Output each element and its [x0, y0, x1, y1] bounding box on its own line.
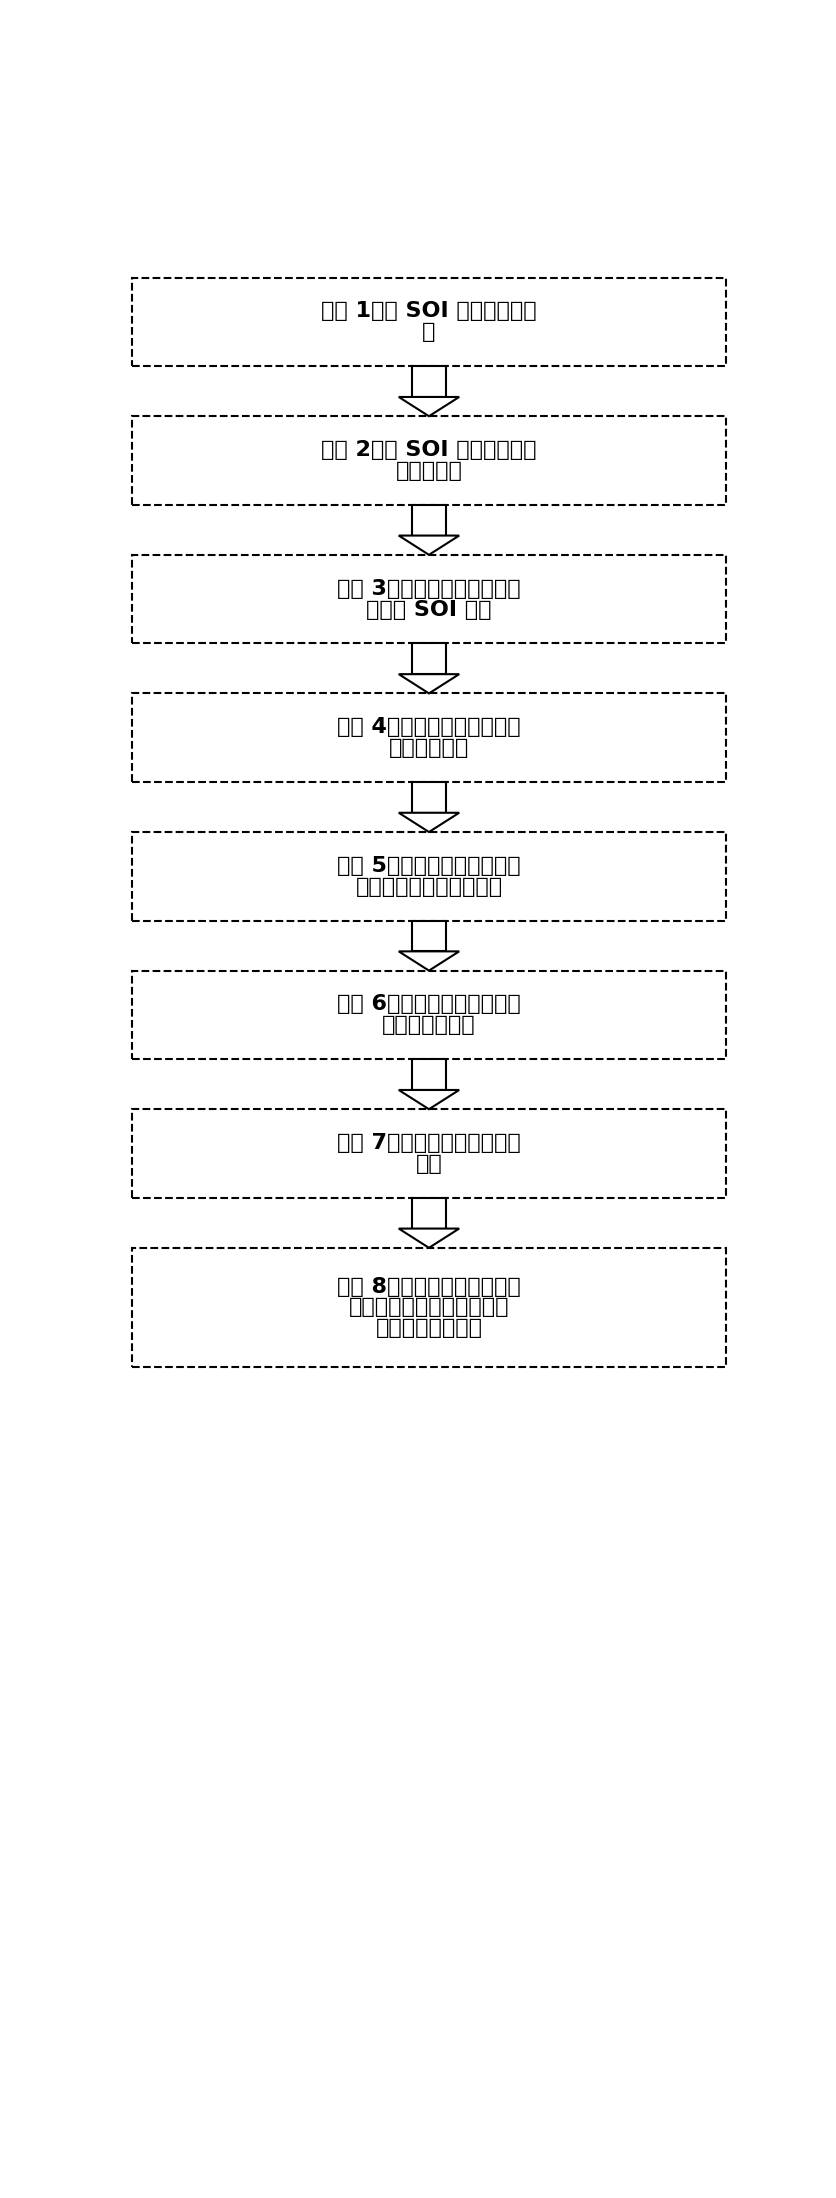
- Bar: [131, 972, 726, 1059]
- Text: 外延生长得到掩埋脊结构: 外延生长得到掩埋脊结构: [355, 877, 502, 897]
- Bar: [411, 644, 446, 675]
- Bar: [411, 921, 446, 952]
- Bar: [131, 1110, 726, 1198]
- Text: 步骤 7：减薄衬底制作背金属: 步骤 7：减薄衬底制作背金属: [337, 1132, 520, 1154]
- Text: 步骤 5：刻蚀形成脊形波导并: 步骤 5：刻蚀形成脊形波导并: [337, 855, 520, 875]
- Text: 导: 导: [422, 323, 435, 343]
- Bar: [131, 277, 726, 367]
- Polygon shape: [398, 536, 459, 554]
- Text: 步骤 2：在 SOI 片上制作石墨: 步骤 2：在 SOI 片上制作石墨: [321, 440, 536, 459]
- Text: 合前的 SOI 部分: 合前的 SOI 部分: [366, 600, 491, 620]
- Polygon shape: [398, 952, 459, 972]
- Bar: [411, 782, 446, 813]
- Bar: [131, 554, 726, 644]
- Text: 步骤 8：利用选区金属键合得: 步骤 8：利用选区金属键合得: [337, 1277, 520, 1297]
- Bar: [131, 692, 726, 782]
- Text: 步骤 4：在衬底上进行外延生: 步骤 4：在衬底上进行外延生: [337, 717, 520, 736]
- Polygon shape: [398, 398, 459, 415]
- Bar: [131, 415, 726, 506]
- Bar: [411, 367, 446, 398]
- Polygon shape: [398, 675, 459, 692]
- Text: 式硅基混合激光器: 式硅基混合激光器: [375, 1319, 482, 1339]
- Bar: [411, 506, 446, 536]
- Bar: [131, 833, 726, 921]
- Text: 烯选区光栅: 烯选区光栅: [395, 462, 461, 481]
- Text: 极和光耦合窗口: 极和光耦合窗口: [382, 1015, 475, 1035]
- Polygon shape: [398, 1090, 459, 1110]
- Text: 长得到外延片: 长得到外延片: [389, 739, 468, 758]
- Text: 到石墨烯增益耦合分布反馈: 到石墨烯增益耦合分布反馈: [349, 1297, 508, 1317]
- Bar: [411, 1059, 446, 1090]
- Polygon shape: [398, 1229, 459, 1248]
- Text: 步骤 1：在 SOI 片上制作硅波: 步骤 1：在 SOI 片上制作硅波: [321, 301, 536, 321]
- Text: 步骤 3：进行金属剥离得到键: 步骤 3：进行金属剥离得到键: [337, 578, 520, 598]
- Text: 电极: 电极: [415, 1154, 441, 1174]
- Bar: [131, 1248, 726, 1367]
- Text: 步骤 6：金属剥离形成金属电: 步骤 6：金属剥离形成金属电: [337, 993, 520, 1015]
- Bar: [411, 1198, 446, 1229]
- Polygon shape: [398, 813, 459, 833]
